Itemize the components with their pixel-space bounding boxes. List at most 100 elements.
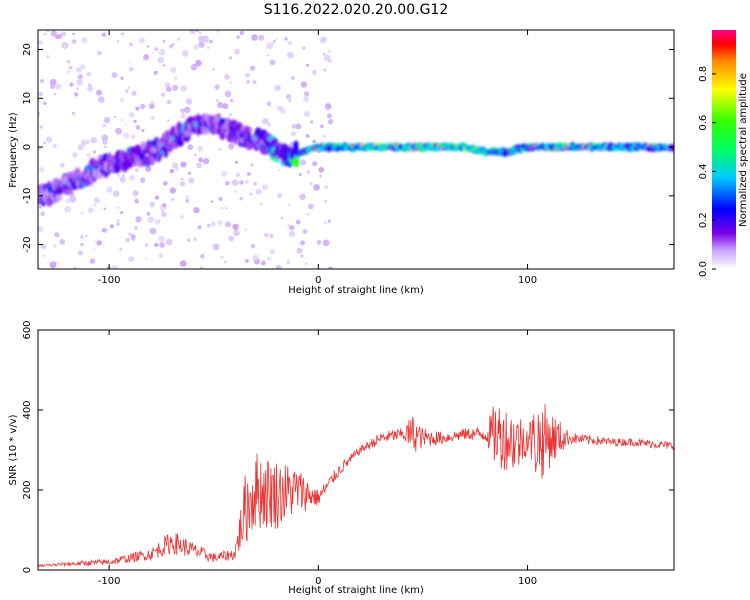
noise-speckle — [38, 226, 44, 233]
noise-speckle — [152, 51, 155, 54]
noise-speckle — [258, 34, 265, 41]
noise-speckle — [63, 44, 67, 48]
noise-speckle — [275, 264, 282, 269]
noise-speckle — [172, 84, 179, 91]
noise-speckle — [52, 143, 57, 149]
noise-speckle — [43, 32, 47, 36]
noise-speckle — [193, 207, 200, 214]
noise-speckle — [225, 181, 230, 186]
noise-speckle — [305, 262, 308, 265]
noise-speckle — [40, 79, 44, 83]
noise-speckle — [229, 80, 232, 84]
noise-speckle — [67, 69, 71, 74]
noise-speckle — [311, 69, 317, 76]
noise-speckle — [198, 157, 204, 163]
noise-speckle — [312, 161, 318, 167]
y-tick-label: 10 — [22, 92, 33, 105]
noise-speckle — [55, 83, 62, 90]
noise-speckle — [76, 87, 79, 91]
noise-speckle — [154, 195, 160, 200]
noise-speckle — [158, 235, 165, 243]
noise-speckle — [157, 56, 164, 64]
noise-speckle — [308, 203, 314, 210]
noise-speckle — [328, 49, 332, 53]
noise-speckle — [174, 76, 178, 80]
noise-speckle — [319, 174, 322, 178]
noise-speckle — [183, 106, 191, 114]
noise-speckle — [269, 234, 274, 238]
noise-speckle — [228, 112, 233, 117]
noise-speckle — [303, 91, 310, 97]
noise-speckle — [77, 144, 84, 151]
ridge-cell — [292, 156, 300, 168]
noise-speckle — [87, 85, 93, 92]
noise-speckle — [135, 168, 139, 172]
noise-speckle — [38, 92, 43, 96]
noise-speckle — [113, 115, 116, 118]
noise-speckle — [221, 206, 224, 210]
noise-speckle — [119, 97, 125, 102]
noise-speckle — [216, 30, 220, 33]
noise-speckle — [266, 101, 272, 107]
noise-speckle — [276, 106, 280, 109]
noise-speckle — [115, 127, 122, 135]
noise-speckle — [210, 200, 214, 203]
noise-speckle — [252, 254, 259, 261]
noise-speckle — [92, 150, 96, 154]
noise-speckle — [125, 237, 131, 243]
noise-speckle — [324, 185, 329, 190]
noise-speckle — [250, 163, 254, 167]
noise-speckle — [323, 68, 327, 72]
noise-speckle — [169, 187, 176, 194]
noise-speckle — [116, 219, 120, 223]
noise-speckle — [322, 52, 326, 56]
noise-speckle — [212, 243, 220, 251]
noise-speckle — [302, 229, 308, 234]
noise-speckle — [128, 67, 134, 72]
noise-speckle — [198, 35, 205, 43]
spectrogram-y-axis-label: Frequency (Hz) — [8, 112, 19, 188]
noise-speckle — [120, 76, 124, 80]
noise-speckle — [89, 258, 96, 264]
noise-speckle — [128, 61, 131, 64]
noise-speckle — [267, 256, 271, 261]
noise-speckle — [217, 101, 224, 109]
noise-speckle — [305, 134, 310, 138]
y-tick-label: 600 — [22, 320, 33, 339]
noise-speckle — [193, 237, 197, 242]
noise-speckle — [239, 180, 244, 185]
noise-speckle — [167, 119, 170, 122]
noise-speckle — [224, 74, 230, 80]
noise-speckle — [149, 227, 157, 235]
x-tick-label: 0 — [315, 275, 321, 286]
noise-speckle — [38, 206, 42, 209]
noise-speckle — [129, 174, 136, 181]
noise-speckle — [181, 50, 189, 57]
chart-title: S116.2022.020.20.00.G12 — [264, 2, 449, 18]
noise-speckle — [179, 260, 187, 267]
noise-speckle — [303, 96, 310, 103]
noise-speckle — [60, 162, 65, 168]
x-tick-label: 100 — [518, 275, 537, 286]
noise-speckle — [171, 197, 175, 202]
noise-speckle — [72, 152, 78, 158]
noise-speckle — [163, 181, 168, 186]
noise-speckle — [166, 99, 172, 105]
noise-speckle — [278, 168, 281, 171]
noise-speckle — [231, 179, 239, 186]
noise-speckle — [326, 107, 330, 111]
spectrogram-ridge — [38, 113, 674, 207]
noise-speckle — [197, 225, 202, 230]
noise-speckle — [320, 37, 326, 44]
spectrogram-heatmap — [38, 30, 674, 269]
noise-speckle — [290, 76, 295, 80]
noise-speckle — [228, 56, 233, 60]
noise-speckle — [134, 225, 139, 230]
noise-speckle — [49, 78, 57, 86]
noise-speckle — [244, 179, 249, 184]
noise-speckle — [132, 190, 139, 197]
noise-speckle — [195, 59, 202, 67]
noise-speckle — [93, 249, 96, 251]
noise-speckle — [80, 243, 84, 247]
noise-speckle — [170, 66, 177, 73]
